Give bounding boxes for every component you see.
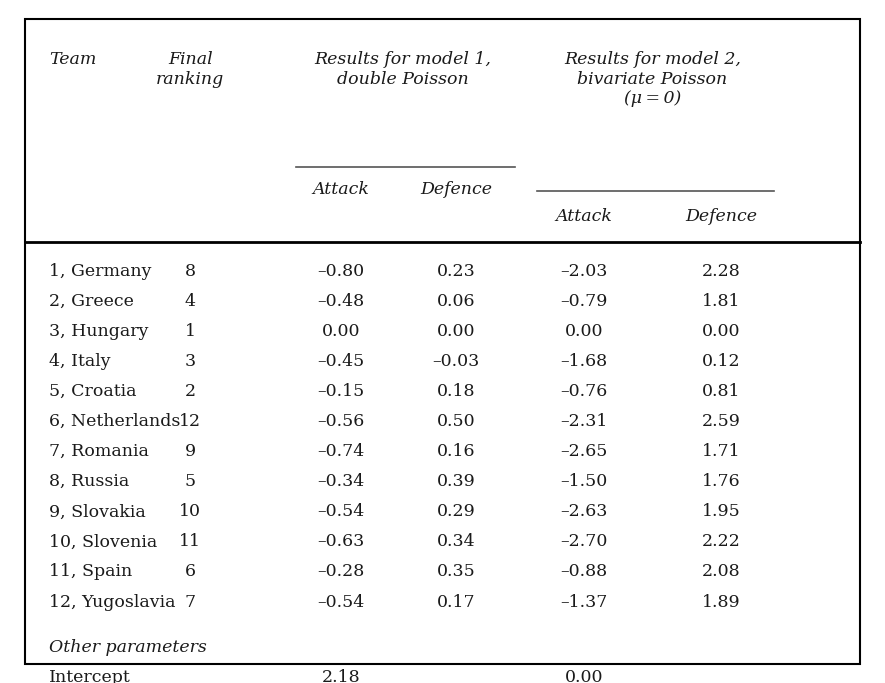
- Text: 0.06: 0.06: [436, 293, 475, 310]
- Text: –2.31: –2.31: [560, 413, 608, 430]
- Text: 0.23: 0.23: [436, 263, 475, 280]
- Text: 2.28: 2.28: [702, 263, 741, 280]
- Text: Other parameters: Other parameters: [49, 639, 206, 656]
- Text: 1.81: 1.81: [702, 293, 741, 310]
- Text: –0.56: –0.56: [317, 413, 365, 430]
- Text: 0.39: 0.39: [436, 473, 475, 490]
- Text: 6: 6: [185, 563, 196, 581]
- Text: 0.50: 0.50: [436, 413, 475, 430]
- Text: 0.18: 0.18: [436, 383, 475, 400]
- Text: –2.65: –2.65: [560, 443, 608, 460]
- Text: Team: Team: [49, 51, 96, 68]
- Text: –0.03: –0.03: [432, 353, 480, 370]
- Text: 2.18: 2.18: [321, 669, 360, 683]
- Text: –0.48: –0.48: [317, 293, 365, 310]
- Text: 9, Slovakia: 9, Slovakia: [49, 503, 145, 520]
- Text: 0.16: 0.16: [436, 443, 475, 460]
- Text: Final
ranking: Final ranking: [156, 51, 225, 88]
- Text: –0.54: –0.54: [317, 503, 365, 520]
- Text: 7, Romania: 7, Romania: [49, 443, 149, 460]
- Text: –0.15: –0.15: [317, 383, 365, 400]
- Text: –0.79: –0.79: [560, 293, 608, 310]
- Text: 12, Yugoslavia: 12, Yugoslavia: [49, 594, 175, 611]
- Text: 0.81: 0.81: [702, 383, 741, 400]
- Text: –1.50: –1.50: [560, 473, 608, 490]
- Text: –0.76: –0.76: [560, 383, 608, 400]
- Text: 1: 1: [185, 323, 196, 340]
- Text: –0.34: –0.34: [317, 473, 365, 490]
- Text: 0.12: 0.12: [702, 353, 741, 370]
- Text: –0.45: –0.45: [317, 353, 365, 370]
- Text: 2, Greece: 2, Greece: [49, 293, 134, 310]
- Text: 11, Spain: 11, Spain: [49, 563, 132, 581]
- Text: –1.37: –1.37: [560, 594, 608, 611]
- Text: –2.63: –2.63: [560, 503, 608, 520]
- Text: Attack: Attack: [312, 181, 369, 198]
- Text: –0.63: –0.63: [317, 533, 365, 550]
- Text: Attack: Attack: [556, 208, 612, 225]
- Text: –0.28: –0.28: [317, 563, 365, 581]
- Text: 2.22: 2.22: [702, 533, 741, 550]
- Text: 1.95: 1.95: [702, 503, 741, 520]
- Text: 0.29: 0.29: [436, 503, 475, 520]
- Text: 6, Netherlands: 6, Netherlands: [49, 413, 180, 430]
- Text: 1.71: 1.71: [702, 443, 741, 460]
- Text: –0.54: –0.54: [317, 594, 365, 611]
- Text: 1.76: 1.76: [702, 473, 741, 490]
- Text: –0.80: –0.80: [317, 263, 365, 280]
- Text: 3, Hungary: 3, Hungary: [49, 323, 148, 340]
- Text: 2.08: 2.08: [702, 563, 741, 581]
- Text: Intercept: Intercept: [49, 669, 130, 683]
- Text: 5, Croatia: 5, Croatia: [49, 383, 136, 400]
- Text: 0.35: 0.35: [436, 563, 475, 581]
- Text: 4: 4: [185, 293, 196, 310]
- Text: 10, Slovenia: 10, Slovenia: [49, 533, 157, 550]
- Text: Results for model 1,
double Poisson: Results for model 1, double Poisson: [314, 51, 491, 88]
- Text: –2.03: –2.03: [560, 263, 608, 280]
- Text: Defence: Defence: [419, 181, 492, 198]
- Text: 0.00: 0.00: [702, 323, 741, 340]
- Text: Results for model 2,
bivariate Poisson
(μ = 0): Results for model 2, bivariate Poisson (…: [564, 51, 741, 107]
- Text: 0.00: 0.00: [565, 323, 604, 340]
- Text: 0.17: 0.17: [436, 594, 475, 611]
- Text: 9: 9: [185, 443, 196, 460]
- Text: 0.00: 0.00: [321, 323, 360, 340]
- Text: 0.00: 0.00: [565, 669, 604, 683]
- Text: 1.89: 1.89: [702, 594, 741, 611]
- Text: 8: 8: [185, 263, 196, 280]
- Text: 0.34: 0.34: [436, 533, 475, 550]
- Text: 12: 12: [179, 413, 202, 430]
- Text: 0.00: 0.00: [436, 323, 475, 340]
- Text: Defence: Defence: [685, 208, 758, 225]
- Text: 11: 11: [180, 533, 201, 550]
- Text: –1.68: –1.68: [560, 353, 608, 370]
- Text: –2.70: –2.70: [560, 533, 608, 550]
- Text: 5: 5: [185, 473, 196, 490]
- Text: 4, Italy: 4, Italy: [49, 353, 111, 370]
- Text: 7: 7: [185, 594, 196, 611]
- Text: 1, Germany: 1, Germany: [49, 263, 151, 280]
- Text: –0.74: –0.74: [317, 443, 365, 460]
- Text: 2.59: 2.59: [702, 413, 741, 430]
- Text: 2: 2: [185, 383, 196, 400]
- Text: 3: 3: [185, 353, 196, 370]
- Text: 10: 10: [180, 503, 201, 520]
- Text: 8, Russia: 8, Russia: [49, 473, 129, 490]
- Text: –0.88: –0.88: [560, 563, 608, 581]
